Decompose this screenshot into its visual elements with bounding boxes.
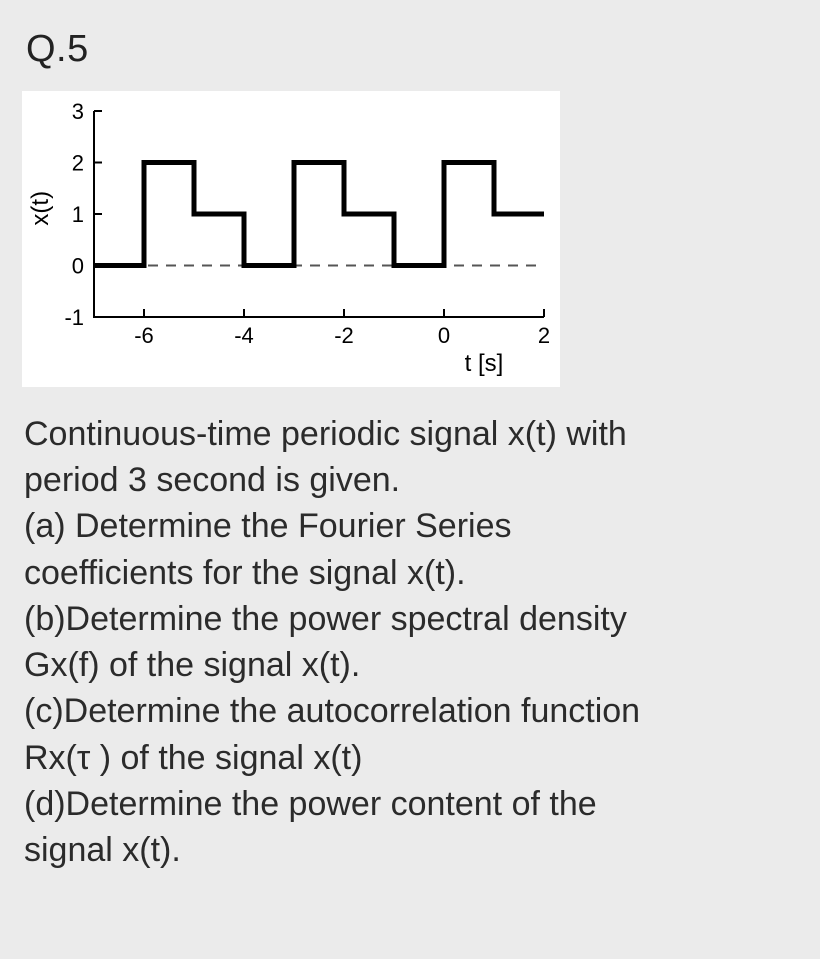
svg-text:x(t): x(t) [28,191,54,226]
svg-text:-4: -4 [234,323,254,348]
part-a-line-1: (a) Determine the Fourier Series [24,503,798,549]
svg-text:-6: -6 [134,323,154,348]
part-b-line-2: Gx(f) of the signal x(t). [24,642,798,688]
svg-text:-2: -2 [334,323,354,348]
svg-text:3: 3 [72,101,84,124]
svg-text:t [s]: t [s] [465,350,504,377]
part-a-line-2: coefficients for the signal x(t). [24,550,798,596]
svg-text:1: 1 [72,202,84,227]
svg-text:-1: -1 [64,305,84,330]
svg-text:2: 2 [538,323,550,348]
part-c-line-2: Rx(τ ) of the signal x(t) [24,735,798,781]
chart-svg: -1 0 1 2 3 -6 -4 -2 0 2 t [s] x(t) [28,101,554,381]
svg-text:0: 0 [72,254,84,279]
part-d-line-1: (d)Determine the power content of the [24,781,798,827]
intro-line-2: period 3 second is given. [24,457,798,503]
part-b-line-1: (b)Determine the power spectral density [24,596,798,642]
svg-text:2: 2 [72,151,84,176]
part-c-line-1: (c)Determine the autocorrelation functio… [24,688,798,734]
question-number: Q.5 [26,28,798,71]
intro-line-1: Continuous-time periodic signal x(t) wit… [24,411,798,457]
question-body: Continuous-time periodic signal x(t) wit… [24,411,798,873]
svg-text:0: 0 [438,323,450,348]
page-container: Q.5 -1 0 1 2 3 -6 -4 -2 0 2 t [s] x(t) Continuous-t… [0,0,820,913]
signal-chart: -1 0 1 2 3 -6 -4 -2 0 2 t [s] x(t) [22,91,560,387]
part-d-line-2: signal x(t). [24,827,798,873]
